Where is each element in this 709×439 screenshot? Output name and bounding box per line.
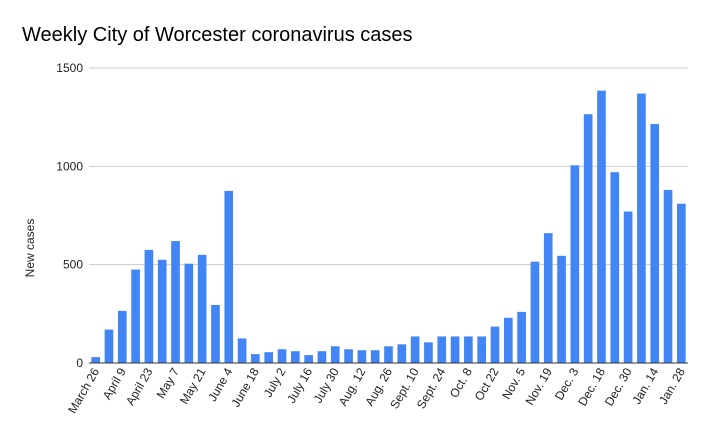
bar [344, 349, 353, 363]
bar [264, 352, 274, 363]
bar [543, 233, 553, 363]
bar [477, 336, 487, 363]
bar [237, 338, 247, 363]
x-tick-label: Oct. 8 [447, 365, 475, 400]
x-tick-label: July 2 [261, 365, 289, 399]
bar [144, 249, 154, 363]
bar [424, 342, 433, 363]
y-axis-label: New cases [23, 219, 37, 278]
bar [211, 304, 220, 363]
bar [503, 317, 513, 363]
y-tick-label: 500 [63, 258, 83, 272]
bar [184, 263, 194, 363]
bar [224, 190, 234, 363]
bar [610, 172, 620, 363]
bar [677, 203, 686, 363]
y-tick-label: 1000 [56, 159, 83, 173]
bar [131, 269, 140, 363]
y-tick-label: 0 [76, 356, 83, 370]
bar [304, 355, 313, 363]
bar [91, 357, 100, 363]
x-tick-label: March 26 [65, 365, 102, 416]
x-tick-label: Nov. 19 [522, 365, 555, 407]
x-tick-label: Jan. 28 [656, 365, 688, 406]
bar [157, 259, 167, 363]
bar [490, 326, 500, 363]
bar [464, 336, 473, 363]
bar [277, 349, 287, 363]
bar [650, 124, 660, 363]
x-tick-label: May 21 [177, 365, 209, 406]
bar [370, 350, 380, 363]
bar [290, 351, 300, 363]
bar [330, 346, 340, 363]
bar [410, 336, 420, 363]
bar [117, 310, 127, 363]
bar [623, 211, 633, 363]
chart-title: Weekly City of Worcester coronavirus cas… [22, 24, 413, 46]
bar [530, 261, 540, 363]
bar [437, 336, 447, 363]
bar [557, 255, 566, 363]
bar [637, 93, 646, 364]
bar [397, 344, 407, 363]
x-tick-label: Oct 22 [472, 365, 502, 403]
bar [317, 351, 327, 363]
bar [251, 354, 260, 363]
bar [357, 350, 367, 363]
x-tick-label: Dec. 30 [602, 365, 635, 408]
bar [663, 189, 673, 363]
bar [597, 90, 606, 363]
x-tick-label: April 23 [123, 365, 156, 408]
y-tick-labels: 0 500 1000 1500 [56, 61, 83, 370]
bar [171, 241, 180, 363]
y-tick-label: 1500 [56, 61, 83, 75]
bar [583, 114, 593, 363]
bar [517, 311, 526, 363]
bar [104, 329, 114, 363]
bar [384, 346, 393, 363]
bar [197, 254, 207, 363]
bar [570, 165, 580, 363]
bar [450, 336, 460, 363]
bars [89, 90, 688, 364]
x-tick-label: May 7 [154, 365, 183, 401]
